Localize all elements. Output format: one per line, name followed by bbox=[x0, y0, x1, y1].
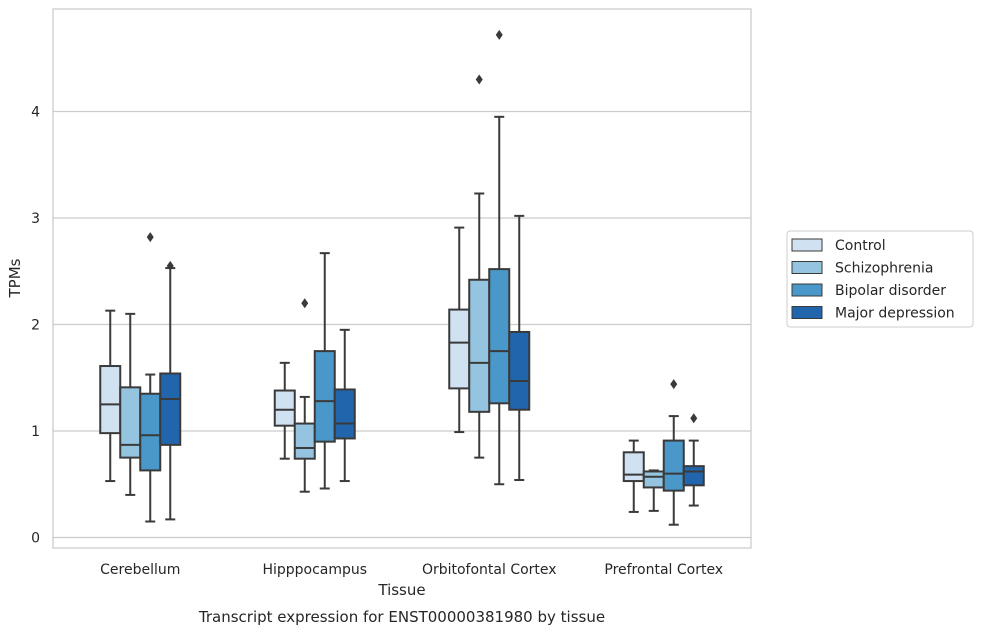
outlier-point bbox=[670, 379, 678, 390]
iqr-box bbox=[273, 389, 296, 427]
box-bipolar-disorder bbox=[139, 232, 162, 523]
legend: Control Schizophrenia Bipolar disorder Majo… bbox=[786, 230, 974, 328]
y-tick-label: 1 bbox=[31, 424, 40, 440]
legend-item: Control bbox=[791, 238, 886, 254]
box-control bbox=[99, 309, 122, 483]
x-tick-label: Prefrontal Cortex bbox=[604, 562, 723, 578]
iqr-box bbox=[448, 308, 471, 390]
box-schizophrenia bbox=[293, 298, 316, 493]
y-tick-label: 4 bbox=[31, 105, 40, 121]
plot-area-frame bbox=[52, 8, 752, 549]
legend-label: Control bbox=[835, 238, 886, 254]
y-tick-label: 3 bbox=[31, 211, 40, 227]
legend-swatch bbox=[791, 283, 823, 297]
chart-caption: Transcript expression for ENST0000038198… bbox=[198, 608, 605, 626]
y-tick-label: 2 bbox=[31, 318, 40, 334]
y-tick-labels: 0 1 2 3 4 bbox=[31, 105, 40, 547]
x-tick-labels: Cerebellum Hipppocampus Orbitofontal Corte… bbox=[100, 562, 723, 578]
box-bipolar-disorder bbox=[662, 379, 685, 526]
box-major-depression bbox=[333, 328, 356, 483]
iqr-box bbox=[99, 365, 122, 435]
y-axis-label: TPMs bbox=[6, 258, 24, 298]
outlier-point bbox=[166, 260, 174, 271]
outlier-point bbox=[301, 298, 309, 309]
box-major-depression bbox=[159, 260, 182, 521]
outlier-point bbox=[495, 29, 503, 40]
box-schizophrenia bbox=[119, 312, 142, 496]
box-schizophrenia bbox=[642, 469, 665, 512]
boxes bbox=[99, 29, 705, 526]
iqr-box bbox=[662, 439, 685, 492]
x-tick-label: Cerebellum bbox=[100, 562, 180, 578]
x-axis-label: Tissue bbox=[377, 581, 425, 599]
box-bipolar-disorder bbox=[488, 29, 511, 486]
iqr-box bbox=[293, 422, 316, 460]
outlier-point bbox=[475, 74, 483, 85]
box-major-depression bbox=[508, 214, 531, 481]
box-control bbox=[622, 439, 645, 513]
legend-items: Control Schizophrenia Bipolar disorder Majo… bbox=[791, 238, 955, 322]
iqr-box bbox=[642, 470, 665, 489]
legend-label: Schizophrenia bbox=[835, 261, 933, 277]
iqr-box bbox=[119, 386, 142, 459]
legend-label: Bipolar disorder bbox=[835, 283, 946, 299]
legend-swatch bbox=[791, 238, 823, 252]
iqr-box bbox=[313, 350, 336, 443]
legend-swatch bbox=[791, 261, 823, 274]
legend-item: Major depression bbox=[791, 306, 955, 322]
iqr-box bbox=[139, 392, 162, 472]
box-schizophrenia bbox=[468, 74, 491, 459]
legend-item: Bipolar disorder bbox=[791, 283, 946, 299]
iqr-box bbox=[468, 278, 491, 413]
y-tick-label: 0 bbox=[31, 531, 40, 547]
box-bipolar-disorder bbox=[313, 252, 336, 490]
box-control bbox=[448, 226, 471, 434]
legend-label: Major depression bbox=[835, 306, 955, 322]
legend-item: Schizophrenia bbox=[791, 261, 933, 277]
iqr-box bbox=[508, 330, 531, 411]
legend-swatch bbox=[791, 306, 823, 319]
outlier-point bbox=[146, 232, 154, 243]
x-tick-label: Orbitofontal Cortex bbox=[422, 562, 557, 578]
outlier-point bbox=[690, 413, 698, 424]
iqr-box bbox=[159, 372, 182, 446]
iqr-box bbox=[333, 388, 356, 440]
box-major-depression bbox=[682, 413, 705, 507]
x-tick-label: Hipppocampus bbox=[262, 562, 367, 578]
legend-frame bbox=[786, 230, 974, 328]
iqr-box bbox=[488, 268, 511, 405]
iqr-box bbox=[622, 451, 645, 483]
iqr-box bbox=[682, 465, 705, 487]
box-control bbox=[273, 361, 296, 460]
